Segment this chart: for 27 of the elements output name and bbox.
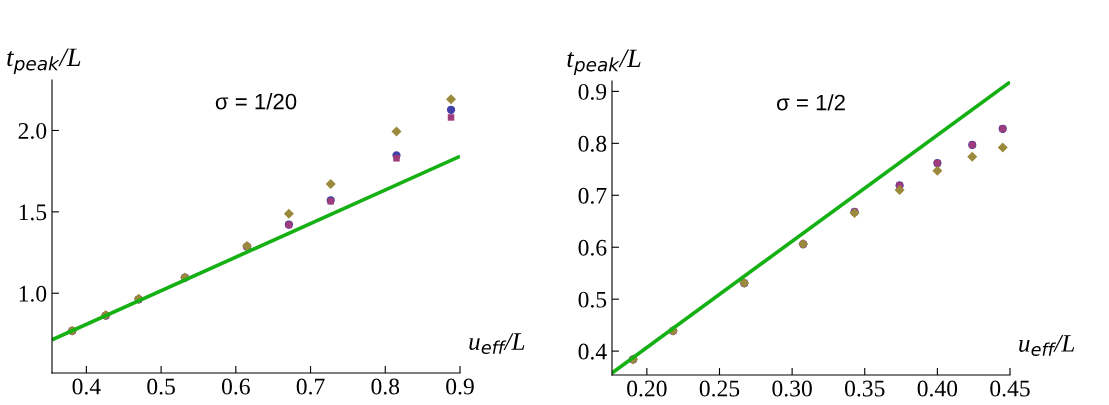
x-tick-label: 0.4 xyxy=(72,378,101,395)
y-tick-label: 0.6 xyxy=(578,239,607,256)
x-tick-label: 0.20 xyxy=(627,380,667,397)
x-tick-label: 0.7 xyxy=(296,378,325,395)
y-axis-title: t$_{peak}$/L xyxy=(7,48,81,75)
y-tick-label: 0.5 xyxy=(578,291,607,308)
y-tick-label: 1.5 xyxy=(19,204,47,221)
x-tick-label: 0.40 xyxy=(917,380,958,397)
y-axis-title: t$_{peak}$/L xyxy=(567,49,641,76)
x-axis-title: u$_{eff}$/L xyxy=(1019,335,1075,356)
x-tick-label: 0.8 xyxy=(371,378,400,395)
y-tick-label: 0.9 xyxy=(578,83,607,100)
x-tick-label: 0.6 xyxy=(221,378,250,395)
y-tick-label: 1.0 xyxy=(19,285,47,302)
y-tick-label: 0.8 xyxy=(578,135,607,152)
x-tick-label: 0.5 xyxy=(147,378,175,395)
x-tick-label: 0.9 xyxy=(446,378,474,395)
x-tick-label: 0.25 xyxy=(699,380,740,397)
y-tick-label: 2.0 xyxy=(18,122,47,139)
x-tick-label: 0.45 xyxy=(990,380,1030,397)
annotation: σ = 1/2 xyxy=(776,94,845,111)
x-tick-label: 0.30 xyxy=(772,380,812,397)
annotation: σ = 1/20 xyxy=(215,93,297,110)
x-tick-label: 0.35 xyxy=(844,380,885,397)
y-tick-label: 0.4 xyxy=(578,343,607,360)
x-axis-title: u$_{eff}$/L xyxy=(469,333,525,355)
y-tick-label: 0.7 xyxy=(578,187,607,204)
